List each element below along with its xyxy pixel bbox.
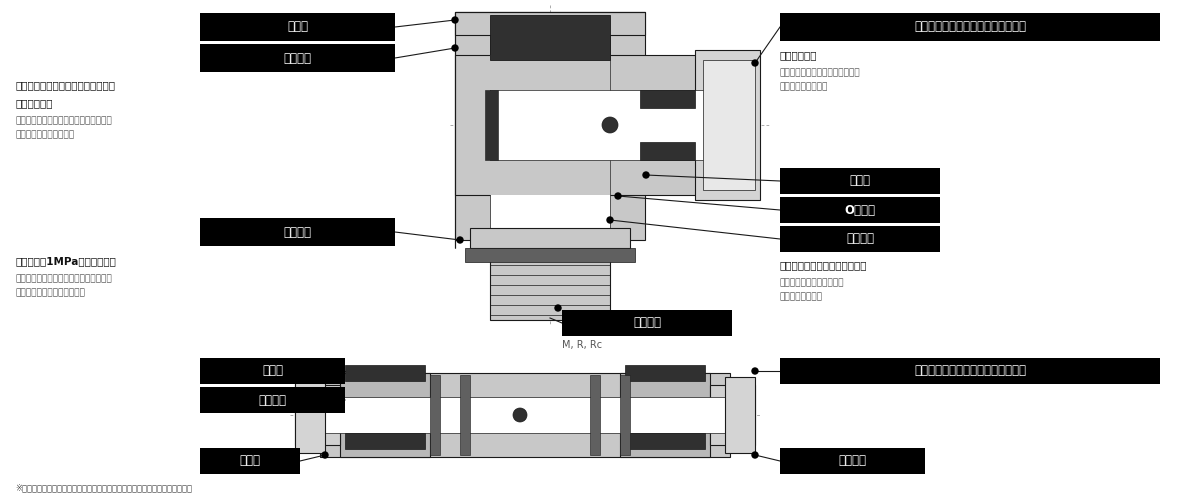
- Text: パッキン: パッキン: [284, 226, 311, 238]
- Text: ガイド: ガイド: [288, 20, 308, 34]
- Polygon shape: [490, 55, 610, 90]
- Text: M, R, Rc: M, R, Rc: [562, 340, 603, 350]
- Text: リリースプッシュ（ライトグレー）: リリースプッシュ（ライトグレー）: [914, 364, 1025, 378]
- Polygon shape: [455, 12, 645, 35]
- Polygon shape: [589, 375, 600, 455]
- FancyBboxPatch shape: [200, 448, 300, 474]
- Circle shape: [752, 452, 758, 458]
- FancyBboxPatch shape: [780, 168, 940, 194]
- FancyBboxPatch shape: [780, 358, 1160, 384]
- Polygon shape: [710, 385, 755, 445]
- Text: スタッド: スタッド: [846, 232, 875, 245]
- Polygon shape: [460, 375, 470, 455]
- Text: ※ねじ部がなくボディ材質が樹脹のみの製品は全て銅系不可仕様となります。: ※ねじ部がなくボディ材質が樹脹のみの製品は全て銅系不可仕様となります。: [16, 483, 192, 492]
- Text: 位置決めが可能。: 位置決めが可能。: [780, 292, 823, 301]
- Text: 喰い込むのを防止。: 喰い込むのを防止。: [780, 82, 828, 91]
- Polygon shape: [490, 240, 610, 320]
- Polygon shape: [490, 160, 610, 195]
- Polygon shape: [300, 397, 755, 433]
- Circle shape: [513, 408, 527, 422]
- Circle shape: [337, 392, 343, 398]
- Polygon shape: [345, 433, 425, 449]
- Polygon shape: [695, 50, 760, 200]
- FancyBboxPatch shape: [200, 358, 345, 384]
- Text: チューブ保持力を増大。: チューブ保持力を増大。: [16, 130, 74, 139]
- Text: Oリング: Oリング: [845, 204, 876, 216]
- Polygon shape: [621, 375, 630, 455]
- Circle shape: [603, 117, 618, 133]
- Text: チャック: チャック: [259, 394, 286, 406]
- Circle shape: [752, 368, 758, 374]
- Circle shape: [452, 45, 458, 51]
- Polygon shape: [455, 55, 745, 195]
- Polygon shape: [430, 375, 440, 455]
- Polygon shape: [703, 60, 755, 190]
- FancyBboxPatch shape: [200, 218, 395, 246]
- FancyBboxPatch shape: [780, 13, 1160, 41]
- FancyBboxPatch shape: [780, 226, 940, 252]
- FancyBboxPatch shape: [200, 387, 345, 413]
- Circle shape: [607, 217, 613, 223]
- FancyBboxPatch shape: [200, 44, 395, 72]
- FancyBboxPatch shape: [780, 448, 925, 474]
- Text: ボディとねじ部が回転し、: ボディとねじ部が回転し、: [780, 278, 845, 287]
- Polygon shape: [340, 373, 430, 457]
- Text: チャック: チャック: [284, 52, 311, 64]
- Text: ボディ: ボディ: [240, 454, 260, 468]
- Circle shape: [452, 17, 458, 23]
- Text: ボディ: ボディ: [849, 174, 871, 188]
- Text: チューブ挿入時の抵抗が小。: チューブ挿入時の抵抗が小。: [16, 288, 85, 297]
- Circle shape: [322, 368, 328, 374]
- Text: リリースプッシュ（ライトグレー）: リリースプッシュ（ライトグレー）: [914, 20, 1025, 34]
- Text: 大きな保持力: 大きな保持力: [16, 98, 53, 108]
- Polygon shape: [625, 433, 704, 449]
- Circle shape: [322, 452, 328, 458]
- Text: 特殊形状により、確実なシールおよび、: 特殊形状により、確実なシールおよび、: [16, 274, 111, 283]
- Polygon shape: [640, 90, 695, 108]
- FancyBboxPatch shape: [562, 310, 732, 336]
- Polygon shape: [295, 385, 340, 445]
- Text: 軽い取外し力: 軽い取外し力: [780, 50, 817, 60]
- FancyBboxPatch shape: [200, 13, 395, 41]
- Text: パッキン: パッキン: [839, 454, 866, 468]
- Circle shape: [643, 172, 649, 178]
- Text: 低真空から1MPaまで使用可能: 低真空から1MPaまで使用可能: [16, 256, 116, 266]
- Polygon shape: [320, 373, 730, 457]
- Circle shape: [555, 305, 561, 311]
- Text: チャックがチューブへ必要以上に: チャックがチューブへ必要以上に: [780, 68, 860, 77]
- Polygon shape: [295, 377, 325, 453]
- Polygon shape: [490, 15, 610, 60]
- Text: 接続ねじ: 接続ねじ: [633, 316, 661, 330]
- Polygon shape: [621, 373, 710, 457]
- Polygon shape: [470, 228, 630, 248]
- Polygon shape: [490, 12, 610, 240]
- Polygon shape: [455, 12, 645, 240]
- Polygon shape: [490, 90, 730, 160]
- Circle shape: [456, 237, 462, 243]
- Polygon shape: [465, 248, 635, 262]
- Circle shape: [752, 60, 758, 66]
- Polygon shape: [625, 365, 704, 381]
- Circle shape: [615, 193, 621, 199]
- Polygon shape: [485, 90, 498, 160]
- Text: チャックにより確実な喰い付きを行い、: チャックにより確実な喰い付きを行い、: [16, 116, 111, 125]
- FancyBboxPatch shape: [780, 197, 940, 223]
- Polygon shape: [640, 142, 695, 160]
- Text: 狭いスペースでの配管に効果的: 狭いスペースでの配管に効果的: [780, 260, 867, 270]
- Text: ガイド: ガイド: [262, 364, 283, 378]
- Polygon shape: [345, 365, 425, 381]
- Text: ナイロンにもウレタンにも使用可能: ナイロンにもウレタンにも使用可能: [16, 80, 115, 90]
- Polygon shape: [725, 377, 755, 453]
